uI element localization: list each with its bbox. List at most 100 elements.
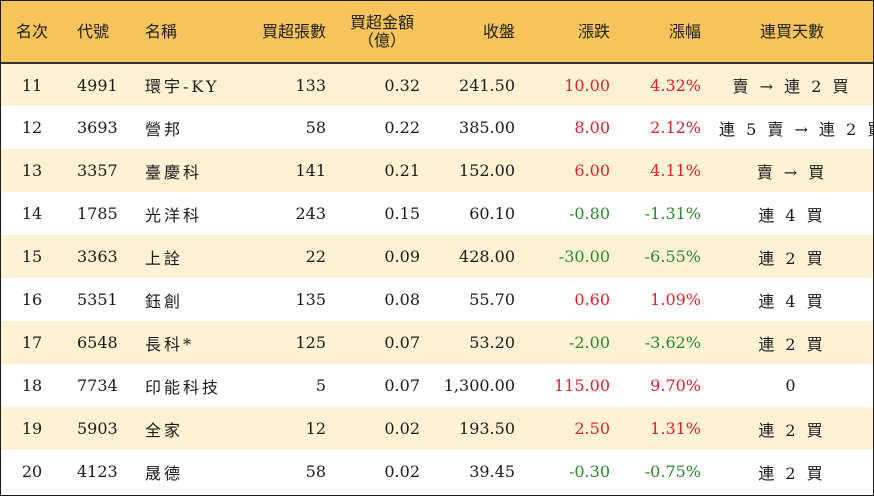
cell-code: 5903 — [77, 419, 118, 438]
cell-net-buy-lots: 22 — [305, 247, 326, 266]
cell-net-buy-lots: 135 — [295, 290, 326, 309]
cell-net-buy-amount: 0.21 — [384, 161, 420, 180]
cell-net-buy-amount: 0.08 — [384, 290, 420, 309]
cell-close: 53.20 — [469, 333, 515, 352]
cell-close: 241.50 — [459, 75, 515, 95]
cell-streak: 連 4 買 — [758, 205, 826, 225]
cell-change-pct: 4.32% — [650, 75, 701, 95]
cell-net-buy-lots: 141 — [295, 161, 326, 180]
table-row: 15 3363 上詮 22 0.09 428.00 -30.00 -6.55% 連 2 買 — [1, 235, 873, 278]
cell-code: 7734 — [77, 376, 118, 395]
header-net-buy-lots: 買超張數 — [261, 21, 326, 41]
cell-code: 5351 — [77, 290, 118, 309]
cell-streak: 連 4 買 — [758, 291, 826, 311]
header-streak: 連買天數 — [759, 21, 824, 41]
cell-net-buy-lots: 133 — [295, 75, 326, 95]
cell-streak: 0 — [785, 376, 799, 395]
cell-change-pct: -1.31% — [644, 204, 701, 223]
cell-net-buy-lots: 5 — [315, 376, 326, 395]
cell-name: 鈺創 — [145, 291, 184, 311]
cell-code: 3357 — [77, 161, 118, 180]
cell-name: 晟德 — [145, 463, 184, 483]
table-row: 20 4123 晟德 58 0.02 39.45 -0.30 -0.75% 連 2 買 — [1, 450, 873, 493]
cell-change: 2.50 — [574, 419, 610, 438]
cell-name: 光洋科 — [145, 205, 203, 225]
cell-net-buy-amount: 0.15 — [384, 204, 420, 223]
cell-rank: 12 — [21, 118, 43, 137]
cell-rank: 18 — [21, 376, 43, 395]
cell-change-pct: 4.11% — [650, 161, 701, 180]
cell-name: 臺慶科 — [145, 162, 203, 182]
table-row: 18 7734 印能科技 5 0.07 1,300.00 115.00 9.70% 0 — [1, 364, 873, 407]
cell-name: 長科* — [145, 334, 195, 354]
header-row: 名次 代號 名稱 買超張數 買超金額 （億） 收盤 漲跌 漲幅 連買天數 — [1, 1, 873, 63]
cell-rank: 20 — [21, 462, 43, 481]
cell-code: 4991 — [77, 75, 118, 95]
cell-close: 152.00 — [459, 161, 515, 180]
cell-code: 3363 — [77, 247, 118, 266]
header-name: 名稱 — [145, 21, 178, 41]
header-code: 代號 — [77, 21, 110, 41]
cell-rank: 19 — [21, 419, 43, 438]
header-net-buy-amount-line1: 買超金額 — [349, 12, 414, 32]
table-row: 17 6548 長科* 125 0.07 53.20 -2.00 -3.62% 連 2 買 — [1, 321, 873, 364]
cell-rank: 13 — [21, 161, 43, 180]
cell-streak: 連 2 買 — [758, 248, 826, 268]
table-row: 13 3357 臺慶科 141 0.21 152.00 6.00 4.11% 賣 → 買 — [1, 149, 873, 192]
cell-change: 6.00 — [574, 161, 610, 180]
header-close: 收盤 — [482, 21, 515, 41]
cell-name: 上詮 — [145, 248, 184, 268]
table-row: 11 4991 環宇-KY 133 0.32 241.50 10.00 4.32% 賣 → 連 … — [1, 63, 873, 106]
cell-rank: 15 — [21, 247, 43, 266]
cell-name: 環宇-KY — [145, 77, 220, 96]
cell-net-buy-lots: 12 — [305, 419, 326, 438]
cell-net-buy-amount: 0.07 — [384, 376, 420, 395]
table-row: 19 5903 全家 12 0.02 193.50 2.50 1.31% 連 2 買 — [1, 407, 873, 450]
cell-streak: 連 5 賣 → 連 2 買 — [719, 119, 874, 139]
cell-net-buy-amount: 0.02 — [384, 462, 420, 481]
cell-streak: 賣 → 買 — [756, 162, 828, 182]
cell-rank: 16 — [21, 290, 43, 309]
cell-change-pct: -0.75% — [644, 462, 701, 481]
cell-net-buy-lots: 243 — [295, 204, 326, 223]
header-change: 漲跌 — [577, 21, 610, 41]
cell-streak: 連 2 買 — [758, 420, 826, 440]
cell-net-buy-lots: 125 — [295, 333, 326, 352]
cell-change: 0.60 — [574, 290, 610, 309]
cell-net-buy-amount: 0.32 — [384, 75, 420, 95]
table-row: 12 3693 營邦 58 0.22 385.00 8.00 2.12% 連 5 賣 → 連 2… — [1, 106, 873, 149]
header-rank: 名次 — [15, 21, 48, 41]
cell-change: 115.00 — [554, 376, 610, 395]
cell-change-pct: 9.70% — [650, 376, 701, 395]
cell-close: 55.70 — [469, 290, 515, 309]
cell-net-buy-amount: 0.07 — [384, 333, 420, 352]
cell-close: 39.45 — [469, 462, 515, 481]
cell-close: 428.00 — [459, 247, 515, 266]
table-row: 14 1785 光洋科 243 0.15 60.10 -0.80 -1.31% 連 4 買 — [1, 192, 873, 235]
cell-change-pct: 2.12% — [650, 118, 701, 137]
cell-close: 385.00 — [459, 118, 515, 137]
cell-change-pct: 1.09% — [650, 290, 701, 309]
cell-change-pct: -6.55% — [644, 247, 701, 266]
cell-close: 193.50 — [459, 419, 515, 438]
header-change-pct: 漲幅 — [668, 21, 701, 41]
cell-streak: 賣 → 連 2 買 — [732, 77, 852, 96]
cell-change: -2.00 — [568, 333, 610, 352]
cell-code: 4123 — [77, 462, 118, 481]
cell-close: 60.10 — [469, 204, 515, 223]
cell-change: 8.00 — [574, 118, 610, 137]
cell-rank: 14 — [21, 204, 43, 223]
cell-close: 1,300.00 — [443, 376, 515, 395]
cell-name: 全家 — [145, 420, 184, 440]
cell-net-buy-amount: 0.22 — [384, 118, 420, 137]
cell-change: 10.00 — [564, 75, 610, 95]
cell-net-buy-lots: 58 — [305, 118, 326, 137]
cell-change-pct: -3.62% — [644, 333, 701, 352]
header-net-buy-amount-line2: （億） — [357, 30, 406, 50]
cell-change: -0.30 — [568, 462, 610, 481]
table-row: 16 5351 鈺創 135 0.08 55.70 0.60 1.09% 連 4 買 — [1, 278, 873, 321]
cell-code: 1785 — [77, 204, 118, 223]
cell-change: -30.00 — [558, 247, 610, 266]
